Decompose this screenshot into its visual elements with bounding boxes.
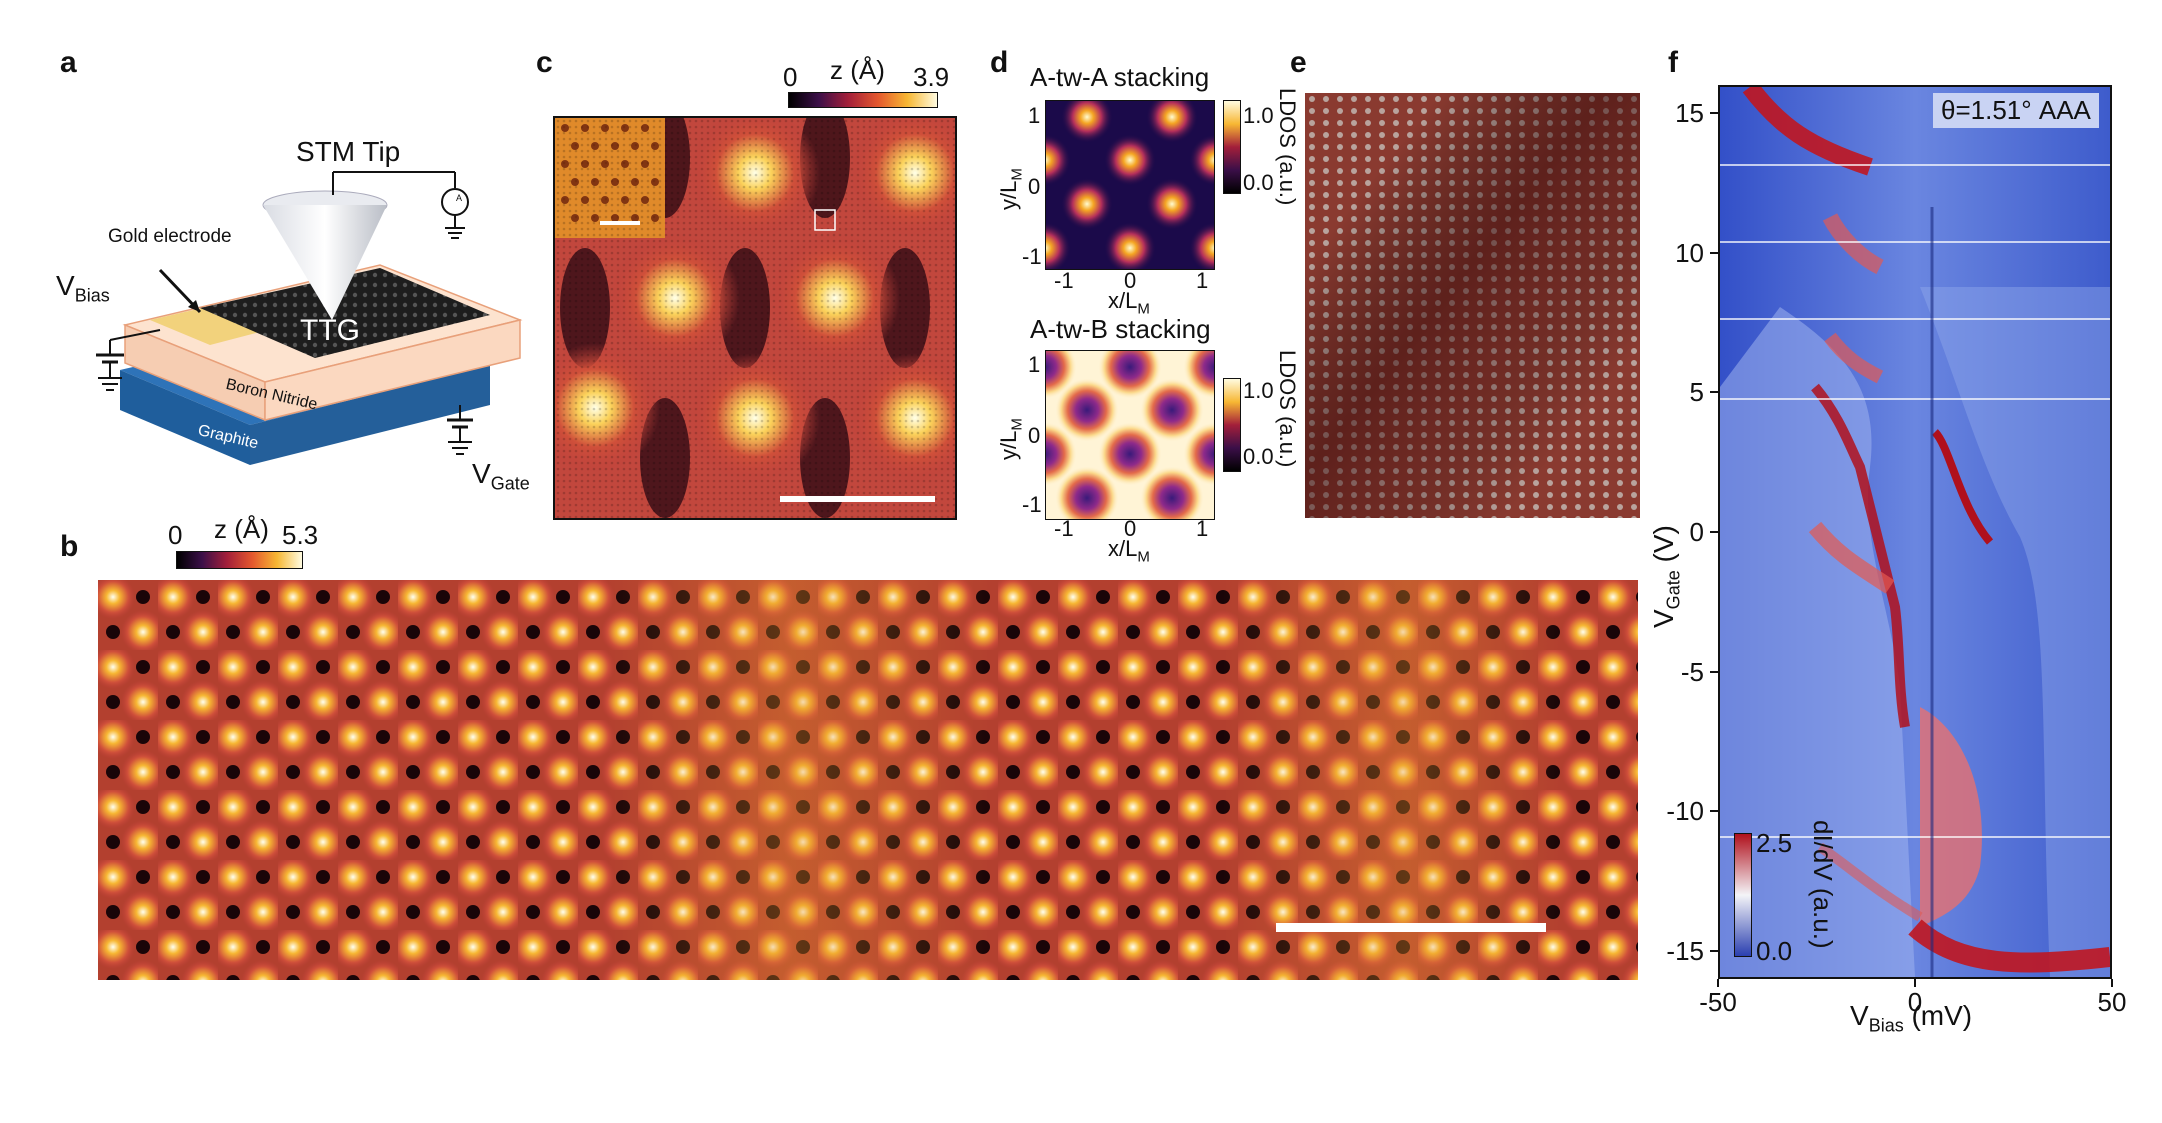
e-atomic-image — [1305, 93, 1640, 518]
d-top-svg — [1019, 91, 1241, 274]
b-colorbar — [176, 551, 303, 569]
f-cbar-title: dI/dV (a.u.) — [1808, 820, 1838, 949]
d-top-xtick-2: 0 — [1124, 268, 1137, 293]
d-top-cbar-max: 1.0 — [1243, 103, 1274, 128]
ammeter-label: A — [455, 193, 462, 203]
d-top-xtick-1: -1 — [1054, 268, 1074, 293]
panel-label-a: a — [60, 46, 77, 79]
b-large-topography — [98, 580, 1638, 980]
d-bottom-cbar-min: 0.0 — [1243, 444, 1274, 469]
d-bottom-xtick-2: 0 — [1124, 516, 1137, 541]
panel-label-c: c — [536, 46, 553, 79]
f-xtick-label: 50 — [2097, 987, 2127, 1017]
c-topo-svg — [555, 118, 955, 518]
f-ytick-label: -15 — [1666, 936, 1704, 967]
graphite-left — [120, 370, 250, 465]
f-xtick-label: 0 — [1907, 987, 1923, 1017]
d-bottom-cbar-max: 1.0 — [1243, 378, 1274, 403]
f-ytick-mark — [1710, 670, 1718, 673]
d-top-colorbar — [1223, 100, 1241, 194]
d-top-title: A-tw-A stacking — [1030, 62, 1210, 92]
c-cbar-title: z (Å) — [830, 55, 885, 85]
f-ytick-label: -10 — [1666, 796, 1704, 827]
d-bottom-cbar-title: LDOS (a.u.) — [1275, 350, 1300, 468]
d-top-ytick-2: 0 — [1028, 174, 1041, 199]
f-ytick-mark — [1710, 251, 1718, 254]
gold-electrode — [150, 305, 275, 345]
c-inset-scalebar — [600, 221, 640, 225]
panel-label-e: e — [1290, 46, 1307, 79]
f-heatmap-svg — [1720, 87, 2110, 977]
ttg-label: TTG — [300, 314, 360, 347]
stm-tip-label: STM Tip — [296, 136, 401, 167]
d-top-ylabel: y/LM — [996, 168, 1026, 210]
d-bottom-xlabel: x/LM — [1108, 536, 1150, 566]
f-xtick-mark — [2111, 979, 2113, 987]
f-xtick-label: -50 — [1699, 987, 1737, 1017]
d-bottom-colorbar — [1223, 378, 1241, 472]
f-xtick-mark — [1717, 979, 1719, 987]
panel-label-b: b — [60, 530, 79, 563]
f-annotation: θ=1.51° AAA — [1933, 93, 2099, 128]
device-schematic — [50, 120, 550, 520]
device-schematic-svg — [96, 171, 523, 465]
panel-label-d: d — [990, 46, 1009, 79]
gold-electrode-label: Gold electrode — [108, 226, 232, 247]
b-scalebar — [1276, 923, 1546, 932]
f-spectroscopy-map — [1718, 85, 2112, 979]
e-atomic-svg — [1305, 93, 1640, 518]
f-ylabel: VGate (V) — [1648, 525, 1684, 628]
d-bottom-svg — [1013, 335, 1247, 530]
f-ytick-label: 5 — [1689, 377, 1704, 408]
ttg-sheet — [200, 268, 490, 358]
f-ytick-mark — [1710, 111, 1718, 114]
c-colorbar — [788, 92, 938, 108]
d-top-map — [1019, 91, 1241, 274]
d-bottom-ytick-3: -1 — [1022, 492, 1042, 517]
c-cbar-max: 3.9 — [913, 62, 950, 92]
d-bottom-xtick-1: -1 — [1054, 516, 1074, 541]
f-ytick-mark — [1710, 391, 1718, 394]
f-ytick-label: -5 — [1680, 656, 1704, 687]
vgate-label: VGate — [472, 458, 530, 494]
f-ytick-label: 15 — [1675, 97, 1704, 128]
d-top-cbar-title: LDOS (a.u.) — [1275, 88, 1300, 206]
d-bottom-map — [1013, 335, 1247, 530]
bn-right — [264, 319, 521, 421]
d-top-xtick-3: 1 — [1196, 268, 1209, 293]
f-ytick-label: 10 — [1675, 237, 1704, 268]
d-bottom-title: A-tw-B stacking — [1030, 314, 1211, 344]
b-cbar-title: z (Å) — [214, 514, 269, 544]
panel-label-f: f — [1668, 46, 1678, 79]
c-topography-image — [553, 116, 957, 520]
c-zoom-box — [814, 209, 836, 231]
d-bottom-ytick-1: 1 — [1028, 352, 1041, 377]
f-colorbar — [1734, 833, 1752, 957]
d-bottom-ylabel: y/LM — [996, 418, 1026, 460]
d-top-ytick-3: -1 — [1022, 244, 1042, 269]
d-top-ytick-1: 1 — [1028, 103, 1041, 128]
vbias-label: VBias — [56, 270, 110, 306]
c-cbar-min: 0 — [783, 62, 798, 92]
d-bottom-ytick-2: 0 — [1028, 423, 1041, 448]
b-topo-svg — [98, 580, 1638, 980]
f-ytick-mark — [1710, 810, 1718, 813]
f-xtick-mark — [1914, 979, 1916, 987]
d-top-xlabel: x/LM — [1108, 288, 1150, 318]
f-ytick-label: 0 — [1689, 517, 1704, 547]
b-cbar-max: 5.3 — [282, 520, 319, 550]
f-cbar-max: 2.5 — [1756, 828, 1793, 858]
stm-tip-cone — [263, 205, 387, 320]
f-ytick-mark — [1710, 531, 1718, 533]
c-scalebar — [780, 496, 935, 502]
f-cbar-min: 0.0 — [1756, 936, 1793, 966]
f-ytick-mark — [1710, 950, 1718, 953]
graphite-right — [250, 365, 490, 465]
d-top-cbar-min: 0.0 — [1243, 170, 1274, 195]
d-bottom-xtick-3: 1 — [1196, 516, 1209, 541]
b-cbar-min: 0 — [168, 520, 183, 550]
f-xlabel: VBias (mV) — [1850, 1000, 1973, 1036]
